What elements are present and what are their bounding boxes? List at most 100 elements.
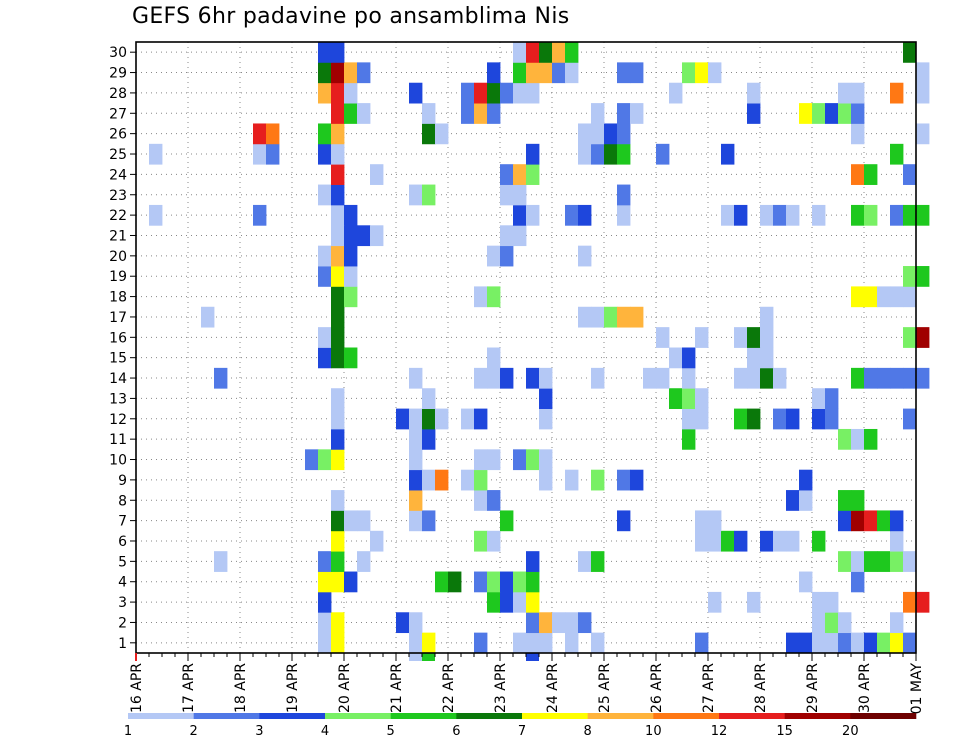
heatmap-cell: [409, 184, 423, 206]
heatmap-cell: [526, 143, 540, 165]
heatmap-cell: [890, 632, 904, 654]
y-tick-label: 11: [109, 432, 127, 448]
heatmap-cell: [890, 510, 904, 532]
heatmap-cell: [890, 204, 904, 226]
heatmap-cell: [500, 225, 514, 247]
heatmap-cell: [604, 143, 618, 165]
heatmap-cell: [318, 612, 332, 634]
heatmap-cell: [591, 123, 605, 145]
heatmap-cell: [773, 367, 787, 389]
heatmap-cell: [734, 367, 748, 389]
heatmap-cell: [708, 591, 722, 613]
heatmap-cell: [201, 306, 215, 328]
heatmap-cell: [708, 530, 722, 552]
heatmap-cell: [318, 327, 332, 348]
heatmap-cell: [513, 42, 527, 63]
heatmap-cell: [331, 184, 345, 206]
heatmap-cell: [812, 530, 826, 552]
heatmap-cell: [513, 571, 527, 593]
heatmap-cell: [838, 510, 852, 532]
heatmap-cell: [539, 408, 553, 430]
heatmap-cell: [461, 408, 475, 430]
legend-swatch: [587, 713, 654, 719]
heatmap-cell: [786, 490, 800, 511]
heatmap-cell: [851, 490, 865, 511]
heatmap-cell: [617, 469, 631, 491]
y-tick-label: 20: [109, 249, 127, 265]
heatmap-cell: [695, 510, 709, 532]
heatmap-cell: [331, 490, 345, 511]
heatmap-cell: [396, 612, 410, 634]
heatmap-cell: [331, 510, 345, 532]
heatmap-cell: [851, 286, 865, 308]
heatmap-cell: [825, 388, 839, 409]
heatmap-cell: [890, 286, 904, 308]
heatmap-cell: [474, 103, 488, 124]
heatmap-cell: [344, 62, 358, 84]
heatmap-cell: [344, 266, 358, 287]
heatmap-cell: [708, 510, 722, 532]
heatmap-cell: [526, 571, 540, 593]
heatmap-cell: [903, 164, 917, 185]
heatmap-cell: [539, 449, 553, 471]
y-tick-label: 10: [109, 453, 127, 469]
heatmap-cell: [734, 408, 748, 430]
heatmap-cell: [565, 632, 579, 654]
x-tick-label: 29 APR: [805, 663, 821, 713]
legend-swatch: [522, 713, 588, 719]
heatmap-cell: [747, 347, 761, 369]
heatmap-cell: [331, 306, 345, 328]
heatmap-cell: [526, 367, 540, 389]
heatmap-cell: [591, 306, 605, 328]
heatmap-cell: [682, 428, 696, 450]
heatmap-cell: [214, 551, 228, 572]
heatmap-cell: [630, 469, 644, 491]
heatmap-cell: [747, 408, 761, 430]
heatmap-cell: [851, 82, 865, 104]
heatmap-cell: [331, 143, 345, 165]
heatmap-cell: [578, 306, 592, 328]
heatmap-cell: [331, 632, 345, 654]
heatmap-cell: [344, 245, 358, 267]
heatmap-cell: [786, 204, 800, 226]
y-tick-label: 4: [118, 575, 127, 591]
heatmap-cell: [500, 82, 514, 104]
x-tick-label: 30 APR: [857, 663, 873, 713]
heatmap-cell: [331, 327, 345, 348]
heatmap-cell: [903, 286, 917, 308]
heatmap-cell: [747, 82, 761, 104]
heatmap-cell: [344, 225, 358, 247]
heatmap-cell: [760, 367, 774, 389]
heatmap-cell: [331, 408, 345, 430]
heatmap-cell: [318, 42, 332, 63]
heatmap-cell: [552, 42, 566, 63]
heatmap-cell: [578, 245, 592, 267]
legend-label: 20: [842, 724, 859, 739]
heatmap-cell: [318, 571, 332, 593]
x-tick-label: 19 APR: [285, 663, 301, 713]
heatmap-cell: [864, 632, 878, 654]
heatmap-cell: [318, 591, 332, 613]
heatmap-cell: [851, 367, 865, 389]
heatmap-cell: [513, 62, 527, 84]
heatmap-cell: [526, 42, 540, 63]
heatmap-cell: [513, 632, 527, 654]
heatmap-cell: [565, 62, 579, 84]
heatmap-cell: [578, 612, 592, 634]
legend-swatch: [456, 713, 523, 719]
heatmap-cell: [838, 632, 852, 654]
heatmap-cell: [487, 490, 501, 511]
heatmap-cell: [474, 632, 488, 654]
heatmap-cell: [331, 82, 345, 104]
heatmap-cell: [344, 286, 358, 308]
heatmap-cell: [578, 204, 592, 226]
heatmap-cell: [552, 62, 566, 84]
heatmap-cell: [825, 408, 839, 430]
heatmap-cell: [578, 143, 592, 165]
heatmap-cell: [318, 632, 332, 654]
y-tick-label: 2: [118, 615, 127, 631]
heatmap-cell: [526, 62, 540, 84]
heatmap-cell: [331, 204, 345, 226]
heatmap-cell: [539, 367, 553, 389]
heatmap-cell: [409, 632, 423, 654]
